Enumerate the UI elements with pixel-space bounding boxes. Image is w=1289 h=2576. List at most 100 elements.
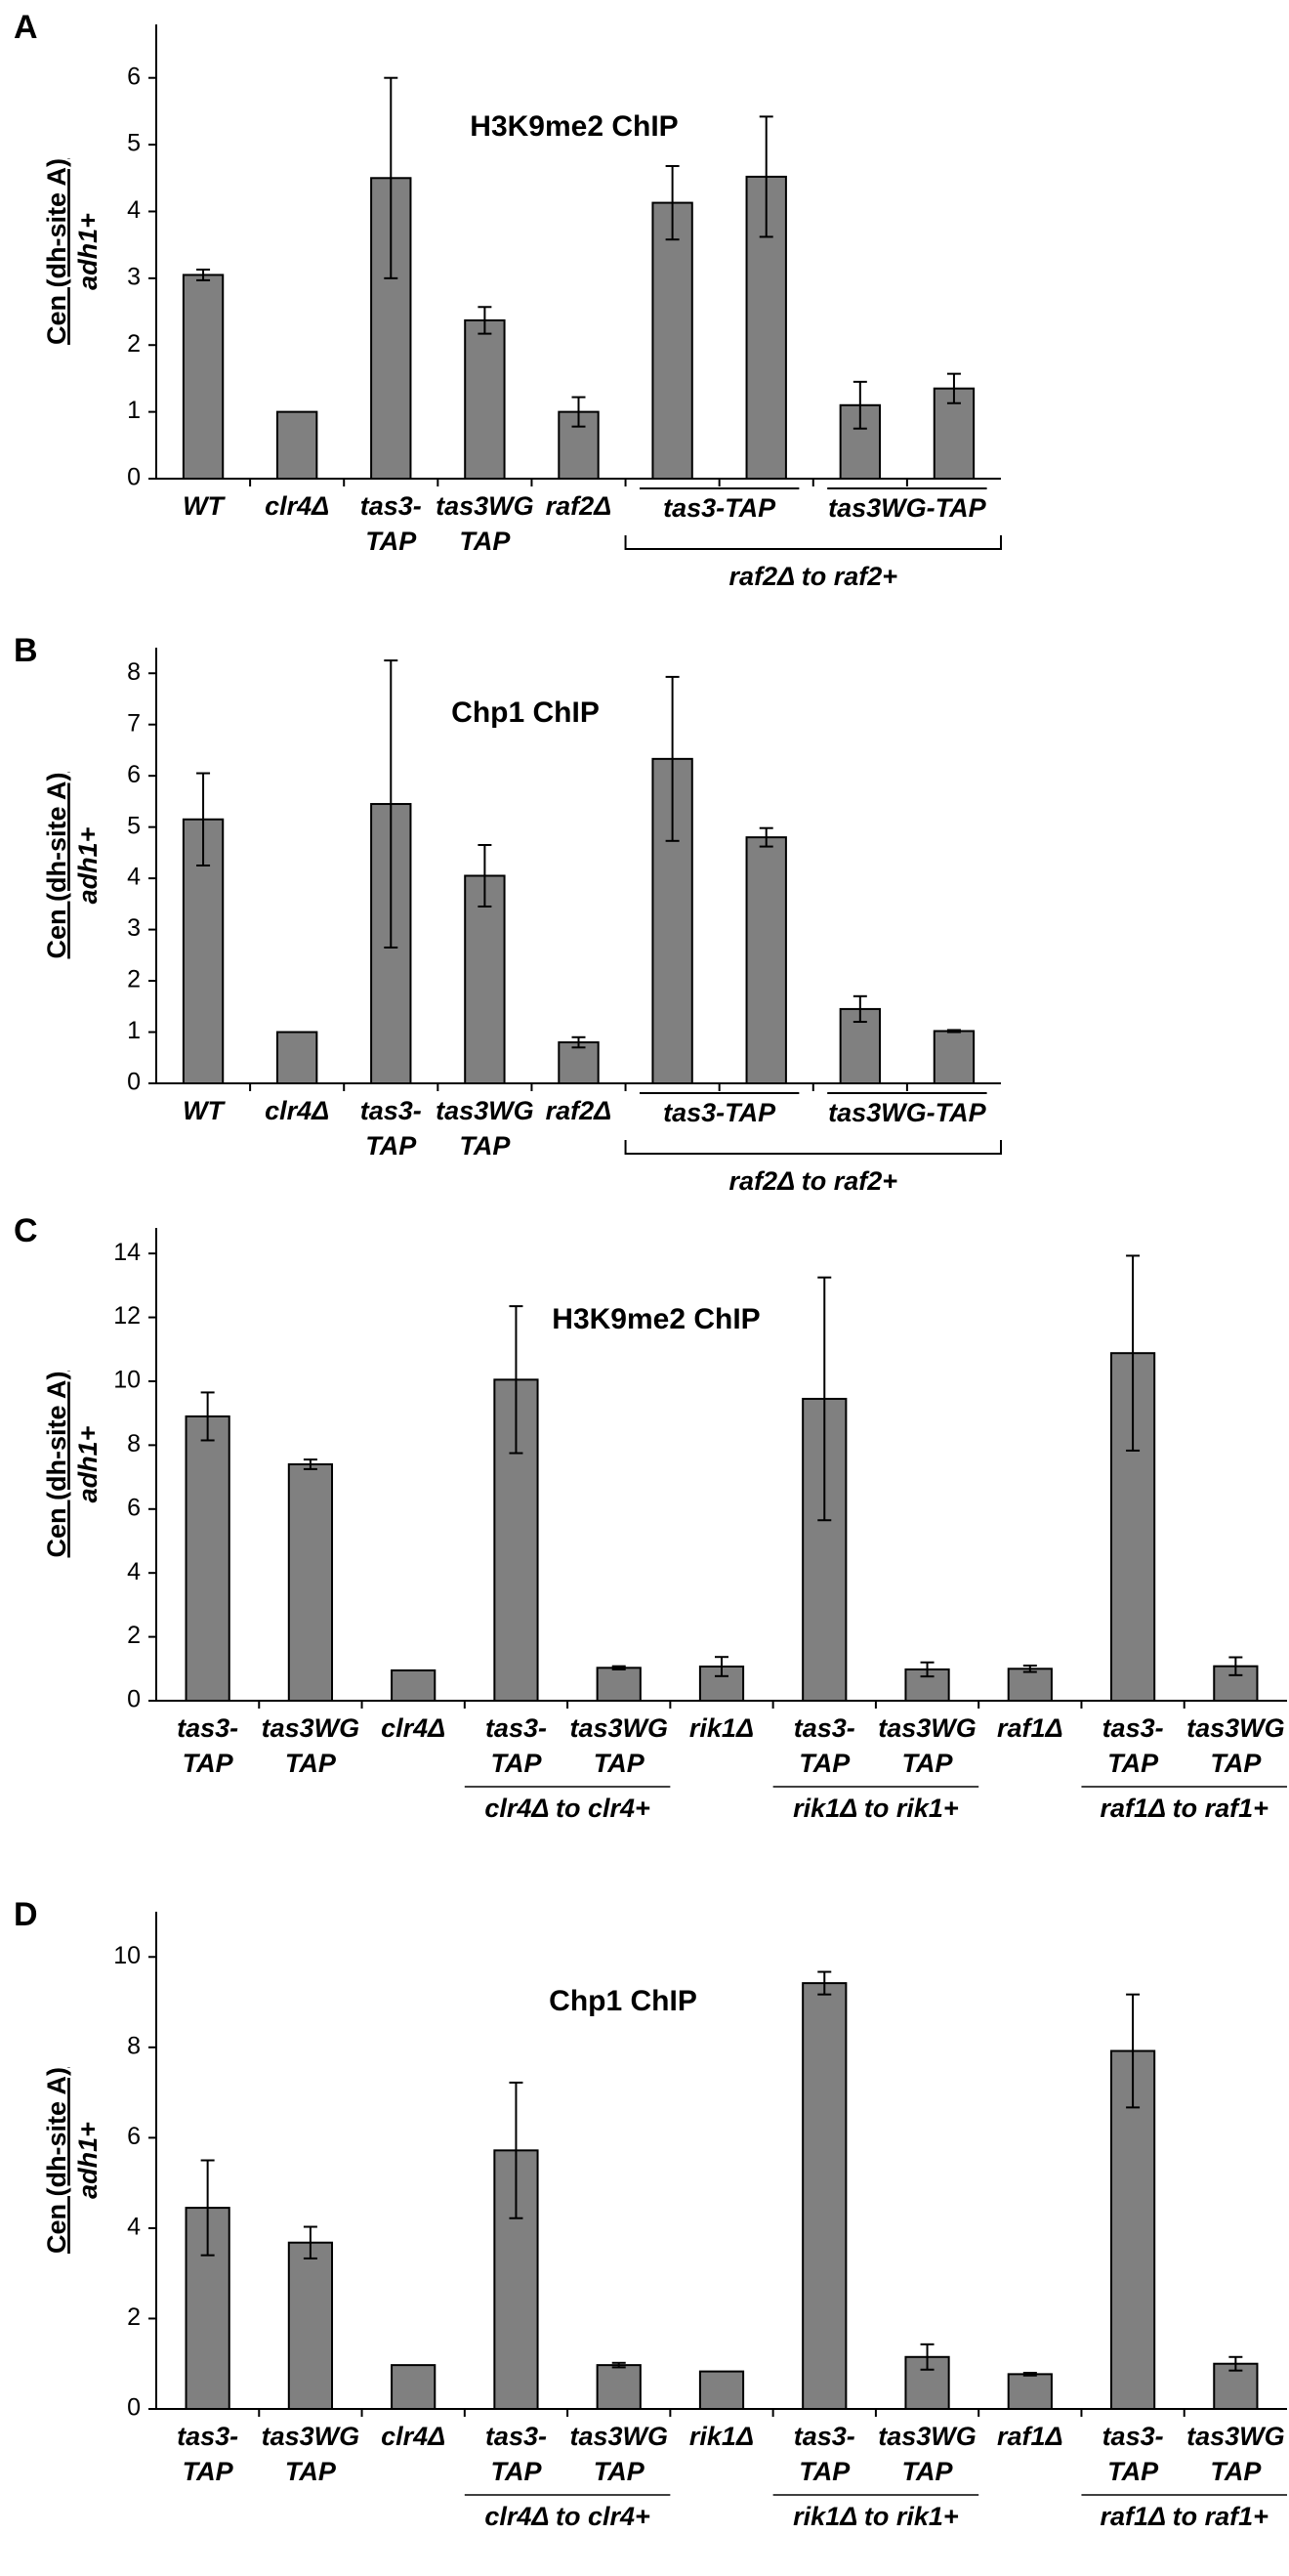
x-tick-label: tas3WG TAP (878, 2422, 977, 2486)
y-tick-label: 2 (127, 330, 141, 358)
error-bar (1022, 1665, 1037, 1673)
y-tick-label: 8 (127, 2032, 141, 2059)
error-bar (611, 1665, 626, 1670)
x-tick-label: clr4Δ (381, 1713, 445, 1743)
y-axis-label: Cen (dh-site A) (42, 773, 71, 959)
x-tick-label: raf1Δ (997, 2422, 1063, 2451)
error-bar (920, 2343, 935, 2371)
bracket-label: raf2Δ to raf2+ (729, 1166, 898, 1196)
x-tick-label: tas3WG TAP (436, 491, 534, 556)
y-axis-label: Cen (dh-site A) (42, 158, 71, 345)
group-label: raf1Δ to raf1+ (1101, 2502, 1269, 2531)
error-bar (384, 76, 398, 279)
y-tick-label: 4 (127, 1558, 141, 1585)
bar (287, 1463, 334, 1702)
error-bar (817, 1970, 832, 1996)
panel-letter: B (14, 632, 38, 669)
x-tick-label: tas3-TAP (177, 1713, 238, 1778)
y-tick-label: 0 (127, 2394, 141, 2422)
bar (391, 1668, 437, 1702)
error-bar (1228, 1656, 1243, 1676)
group-label: clr4Δ to clr4+ (484, 1794, 650, 1823)
error-bar (1126, 1254, 1141, 1452)
chart-title: Chp1 ChIP (451, 697, 600, 729)
x-tick-label: tas3-TAP (177, 2422, 238, 2486)
bracket-label: raf2Δ to raf2+ (729, 562, 898, 591)
x-tick-label: raf1Δ (997, 1713, 1063, 1743)
error-bar (200, 2159, 215, 2257)
x-tick-label: rik1Δ (689, 1713, 754, 1743)
bar (596, 2364, 642, 2411)
panel-letter: A (14, 9, 38, 46)
y-tick-label: 4 (127, 196, 141, 224)
error-bar (1228, 2355, 1243, 2372)
x-tick-label: raf2Δ (546, 1096, 612, 1125)
y-axis-label: adh1+ (73, 826, 103, 904)
y-tick-label: 12 (113, 1302, 141, 1330)
x-tick-label: tas3WG TAP (436, 1096, 534, 1161)
bar (464, 318, 506, 481)
y-axis-label: Cen (dh-site A) (42, 1372, 71, 1558)
x-tick-label: tas3-TAP (360, 491, 422, 556)
group-label: rik1Δ to rik1+ (793, 1794, 959, 1823)
error-bar (946, 372, 961, 404)
error-bar (759, 826, 773, 848)
group-label: clr4Δ to clr4+ (484, 2502, 650, 2531)
error-bar (303, 2225, 317, 2259)
bar (651, 201, 693, 481)
y-tick-label: 5 (127, 130, 141, 157)
x-tick-label: rik1Δ (689, 2422, 754, 2451)
y-tick-label: 4 (127, 864, 141, 891)
error-bar (571, 1035, 586, 1049)
y-tick-label: 4 (127, 2214, 141, 2241)
error-bar (196, 772, 211, 866)
bar (558, 1041, 600, 1085)
x-tick-label: tas3-TAP (794, 1713, 855, 1778)
bar (698, 2370, 745, 2411)
error-bar (509, 1305, 523, 1455)
bar (275, 410, 318, 480)
error-bar (611, 2361, 626, 2369)
error-bar (715, 1656, 728, 1677)
bar (933, 1030, 976, 1084)
error-bar (200, 1391, 215, 1442)
y-tick-label: 5 (127, 812, 141, 839)
error-bar (852, 994, 867, 1024)
bar (1007, 2373, 1053, 2411)
chart-title: Chp1 ChIP (549, 1985, 697, 2017)
error-bar (478, 306, 492, 335)
error-bar (384, 659, 398, 949)
x-tick-label: tas3-TAP (485, 1713, 547, 1778)
error-bar (759, 115, 773, 238)
error-bar (196, 268, 211, 281)
chart-title: H3K9me2 ChIP (552, 1303, 760, 1335)
x-tick-label: WT (183, 491, 226, 521)
x-tick-label: clr4Δ (265, 1096, 329, 1125)
y-tick-label: 7 (127, 709, 141, 737)
bracket (624, 1140, 1002, 1155)
bar (182, 274, 225, 481)
y-tick-label: 3 (127, 914, 141, 942)
y-tick-label: 10 (113, 1942, 141, 1969)
error-bar (920, 1661, 935, 1678)
bar (1109, 2049, 1156, 2411)
x-tick-label: tas3-TAP (1102, 2422, 1164, 2486)
error-bar (478, 844, 492, 908)
bar (745, 836, 787, 1084)
group-label: tas3-TAP (663, 1098, 776, 1127)
bracket (624, 535, 1002, 550)
bar (1007, 1668, 1053, 1702)
x-tick-label: tas3WG TAP (569, 2422, 668, 2486)
error-bar (665, 675, 680, 842)
panel-letter: D (14, 1896, 38, 1933)
bar (802, 1982, 848, 2411)
x-tick-label: tas3-TAP (485, 2422, 547, 2486)
group-label: raf1Δ to raf1+ (1101, 1794, 1269, 1823)
y-axis-label: adh1+ (73, 1425, 103, 1502)
x-tick-label: tas3WG TAP (262, 2422, 360, 2486)
y-tick-label: 2 (127, 2303, 141, 2331)
error-bar (1126, 1993, 1141, 2109)
bar (287, 2241, 334, 2410)
x-tick-label: tas3WG TAP (1186, 1713, 1285, 1778)
